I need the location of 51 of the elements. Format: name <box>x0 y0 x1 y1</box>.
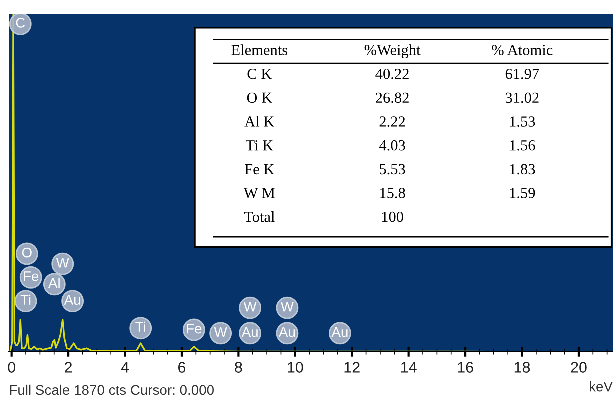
x-tick-label: 14 <box>402 362 417 373</box>
annotation: 61.97 <box>506 68 540 80</box>
annotation: Au <box>279 327 296 338</box>
annotation: Total <box>244 211 275 222</box>
annotation: W <box>280 302 294 312</box>
annotation: 1.59 <box>510 188 536 198</box>
x-tick-label: 20 <box>571 362 587 373</box>
annotation: 40.22 <box>376 68 409 80</box>
annotation: 1.56 <box>510 140 536 151</box>
annotation: C <box>16 18 26 28</box>
annotation: O <box>22 248 32 258</box>
x-tick-label: 18 <box>514 362 530 373</box>
annotation: 1.83 <box>510 164 536 175</box>
annotation: C K <box>248 68 272 80</box>
annotation: 100 <box>382 212 404 222</box>
annotation: 31.02 <box>506 92 539 104</box>
annotation: O K <box>247 92 272 104</box>
annotation: Ti K <box>246 140 274 151</box>
annotation: % Atomic <box>492 45 553 56</box>
annotation: W M <box>244 188 275 198</box>
x-tick-label: 4 <box>121 362 130 373</box>
annotation: Al K <box>244 116 275 127</box>
annotation: Fe <box>187 324 202 334</box>
annotation: Au <box>64 295 80 306</box>
annotation: 1.53 <box>510 116 536 127</box>
x-tick-label: 16 <box>458 362 474 373</box>
x-tick-label: 12 <box>344 362 360 373</box>
x-axis-title: keV <box>590 382 613 392</box>
annotation: Al <box>48 278 60 288</box>
annotation: W <box>56 258 70 268</box>
annotation: Au <box>332 327 348 338</box>
annotation: 5.53 <box>380 164 406 175</box>
annotation: W <box>214 327 228 337</box>
x-tick-label: 8 <box>235 362 242 373</box>
annotation: Fe K <box>245 164 275 175</box>
x-tick-label: 10 <box>288 362 304 373</box>
annotation: %Weight <box>364 44 421 59</box>
annotation: Fe <box>24 272 39 282</box>
annotation: Ti <box>136 322 146 332</box>
annotation: 2.22 <box>380 116 406 127</box>
x-tick-label: 6 <box>178 362 186 373</box>
annotation: 26.82 <box>376 92 409 104</box>
x-tick-label: 2 <box>65 362 72 373</box>
x-tick-label: 0 <box>8 362 16 373</box>
annotation: Ti <box>20 294 31 305</box>
annotation: 15.8 <box>380 188 406 198</box>
annotation: W <box>244 302 257 312</box>
annotation: Elements <box>232 44 288 56</box>
text: Full Scale 1870 cts Cursor: 0.000 <box>10 384 214 396</box>
annotation: 4.03 <box>379 140 406 151</box>
annotation: Au <box>242 327 258 338</box>
